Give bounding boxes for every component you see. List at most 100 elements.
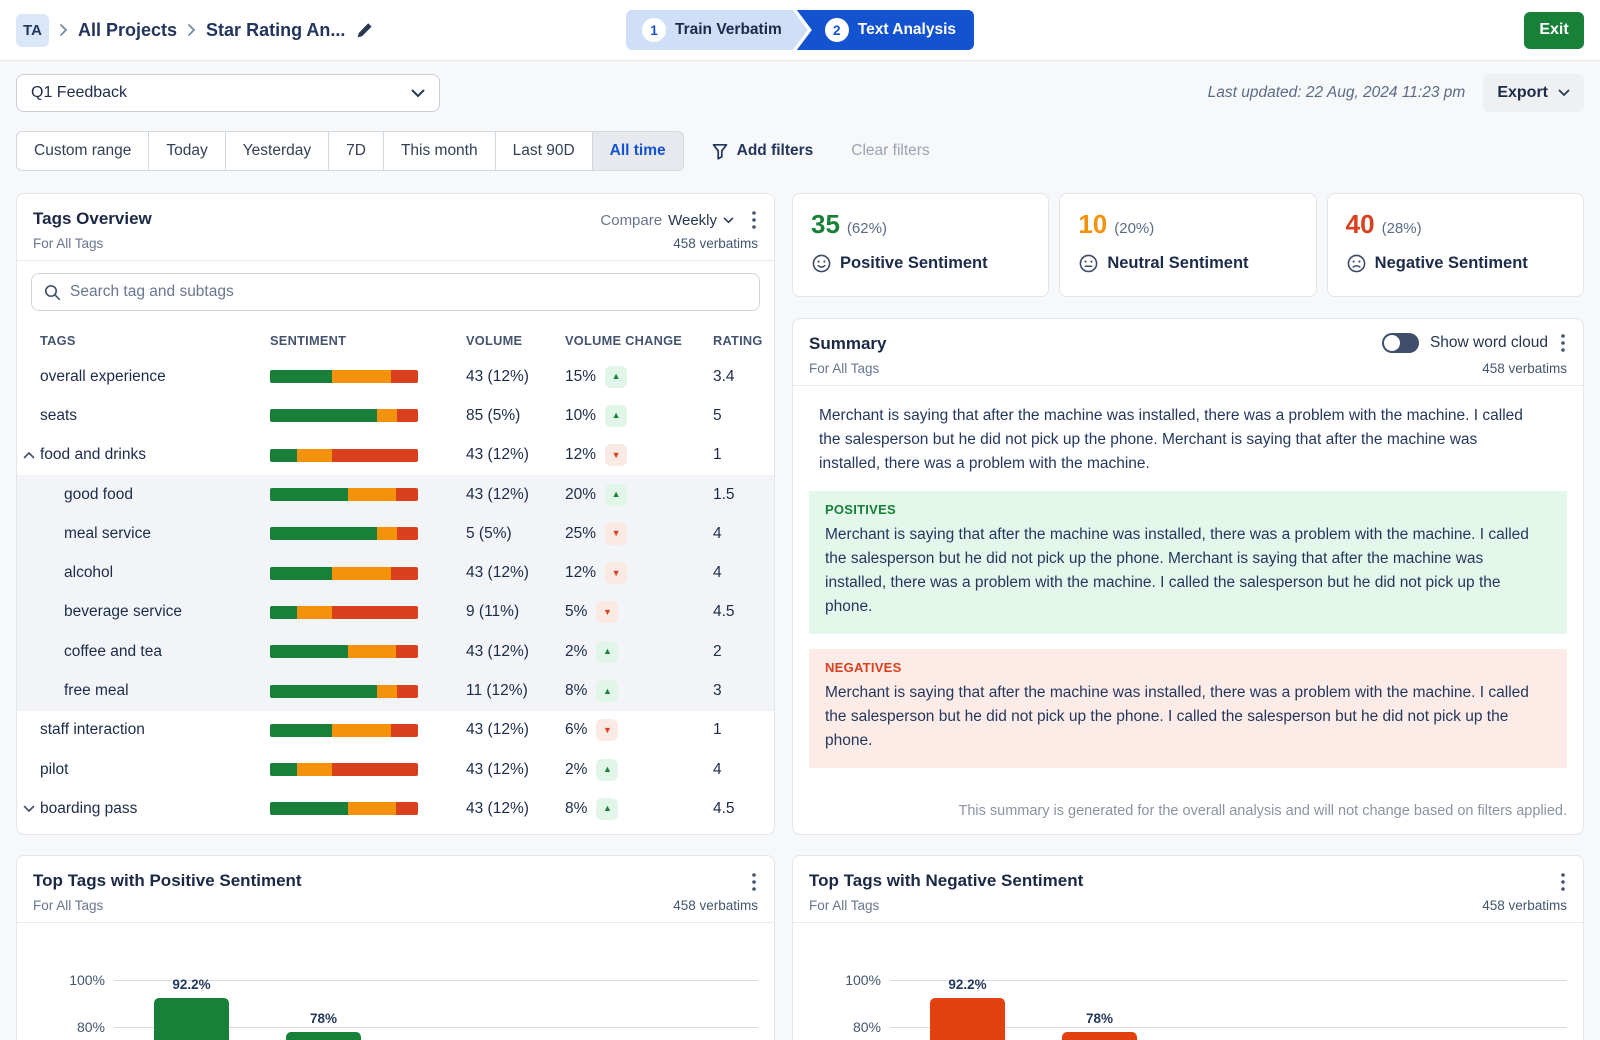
kebab-menu-icon[interactable] (750, 209, 758, 231)
trend-up-icon: ▲ (596, 797, 619, 820)
y-axis-tick: 80% (852, 1019, 881, 1035)
chart-bar[interactable] (930, 998, 1005, 1040)
kebab-menu-icon[interactable] (750, 871, 758, 893)
kebab-menu-icon[interactable] (1559, 332, 1567, 354)
kebab-menu-icon[interactable] (1559, 871, 1567, 893)
divider (793, 922, 1583, 923)
volume-change-value: 10% (565, 406, 597, 424)
range-option[interactable]: This month (382, 131, 496, 171)
negative-count: 40 (1345, 209, 1375, 239)
table-row[interactable]: pilot 43 (12%) 2% ▲ 4 (17, 750, 774, 789)
volume-change-value: 5% (565, 603, 588, 621)
divider (17, 922, 774, 923)
word-cloud-toggle-label: Show word cloud (1429, 334, 1548, 351)
export-button[interactable]: Export (1483, 74, 1584, 112)
table-row[interactable]: beverage service 9 (11%) 5% ▼ 4.5 (17, 592, 774, 633)
range-option[interactable]: Custom range (16, 131, 150, 171)
table-row[interactable]: boarding pass 43 (12%) 8% ▲ 4.5 (17, 789, 774, 828)
positive-bar-chart: 100% 80% 92.2% 78% (17, 943, 774, 1040)
range-option[interactable]: Today (148, 131, 226, 171)
date-range-segmented-control: Custom range Today Yesterday 7D This month La… (16, 131, 684, 171)
tag-label: beverage service (64, 603, 183, 621)
compare-dropdown[interactable]: Compare Weekly (600, 212, 734, 229)
trend-down-icon: ▼ (605, 562, 628, 585)
volume-value: 43 (12%) (466, 446, 529, 464)
chart-bar[interactable] (154, 998, 229, 1040)
rating-value: 4.5 (713, 603, 735, 621)
rating-value: 4 (713, 564, 722, 582)
volume-change-value: 25% (565, 524, 597, 542)
sentiment-bar (270, 527, 418, 541)
app-logo[interactable]: TA (16, 13, 49, 47)
chevron-down-icon (1558, 89, 1570, 97)
volume-value: 9 (11%) (466, 603, 520, 621)
summary-overview-text: Merchant is saying that after the machin… (819, 407, 1523, 473)
table-row[interactable]: seats 85 (5%) 10% ▲ 5 (17, 396, 774, 435)
breadcrumb-all-projects[interactable]: All Projects (78, 19, 178, 40)
search-input[interactable] (70, 283, 747, 301)
gridline (114, 980, 758, 981)
volume-change-value: 2% (565, 642, 588, 660)
volume-value: 43 (12%) (466, 564, 529, 582)
range-option[interactable]: Yesterday (224, 131, 330, 171)
scope-text: For All Tags (33, 898, 104, 913)
table-row[interactable]: meal service 5 (5%) 25% ▼ 4 (17, 514, 774, 554)
table-row[interactable]: coffee and tea 43 (12%) 2% ▲ 2 (17, 632, 774, 672)
sentiment-bar (270, 370, 418, 384)
sentiment-summary-row: 35 (62%) Positive Sentiment 10 (20%) Neu… (792, 193, 1584, 297)
y-axis-tick: 100% (69, 972, 105, 988)
chart-bar[interactable] (1062, 1031, 1137, 1040)
chevron-up-icon[interactable] (23, 451, 35, 459)
range-option[interactable]: 7D (328, 131, 384, 171)
volume-value: 43 (12%) (466, 642, 529, 660)
chart-title: Top Tags with Negative Sentiment (809, 871, 1084, 890)
table-row[interactable]: food and drinks 43 (12%) 12% ▼ 1 (17, 436, 774, 475)
positives-block: POSITIVES Merchant is saying that after … (809, 491, 1567, 635)
tag-label: boarding pass (40, 799, 138, 817)
export-label: Export (1497, 84, 1548, 101)
step-label: Text Analysis (857, 21, 957, 38)
volume-value: 43 (12%) (466, 760, 529, 778)
table-row[interactable]: free meal 11 (12%) 8% ▲ 3 (17, 671, 774, 711)
sentiment-bar (270, 605, 418, 619)
trend-down-icon: ▼ (596, 719, 619, 742)
dataset-select[interactable]: Q1 Feedback (16, 74, 440, 112)
scope-text: For All Tags (33, 236, 104, 251)
summary-card: Summary Show word cloud For All Tags 458… (792, 318, 1584, 835)
volume-change-value: 12% (565, 446, 597, 464)
range-option[interactable]: Last 90D (494, 131, 593, 171)
positives-heading: POSITIVES (825, 502, 896, 518)
range-option[interactable]: All time (591, 131, 684, 171)
tags-table-body: overall experience 43 (12%) 15% ▲ 3.4 seats 85… (17, 357, 774, 829)
rating-value: 5 (713, 406, 722, 424)
edit-pencil-icon[interactable] (355, 21, 374, 40)
tag-label: free meal (64, 682, 129, 700)
chart-bar[interactable] (286, 1031, 361, 1040)
table-row[interactable]: staff interaction 43 (12%) 6% ▼ 1 (17, 711, 774, 750)
volume-value: 43 (12%) (466, 367, 529, 385)
positives-text: Merchant is saying that after the machin… (825, 526, 1529, 616)
step-number: 2 (824, 18, 849, 42)
table-row[interactable]: alcohol 43 (12%) 12% ▼ 4 (17, 553, 774, 593)
trend-up-icon: ▲ (605, 365, 628, 388)
step-train-verbatim[interactable]: 1 Train Verbatim (626, 10, 808, 50)
step-text-analysis[interactable]: 2 Text Analysis (796, 10, 975, 50)
volume-value: 43 (12%) (466, 721, 529, 739)
bar-value-label: 78% (1085, 1010, 1114, 1026)
table-row[interactable]: good food 43 (12%) 20% ▲ 1.5 (17, 474, 774, 515)
divider (793, 385, 1583, 386)
bar-value-label: 78% (309, 1010, 338, 1026)
column-header: TAGS (40, 332, 76, 348)
exit-button[interactable]: Exit (1524, 11, 1584, 49)
rating-value: 4 (713, 760, 722, 778)
word-cloud-toggle[interactable] (1381, 333, 1419, 353)
table-row[interactable]: overall experience 43 (12%) 15% ▲ 3.4 (17, 357, 774, 396)
tag-search (31, 273, 760, 311)
clear-filters-button[interactable]: Clear filters (851, 142, 930, 159)
tag-label: overall experience (40, 367, 166, 385)
tag-label: meal service (64, 524, 151, 542)
add-filters-button[interactable]: Add filters (712, 142, 813, 160)
rating-value: 4 (713, 524, 722, 542)
sentiment-bar (270, 448, 418, 462)
chevron-down-icon[interactable] (23, 805, 35, 813)
